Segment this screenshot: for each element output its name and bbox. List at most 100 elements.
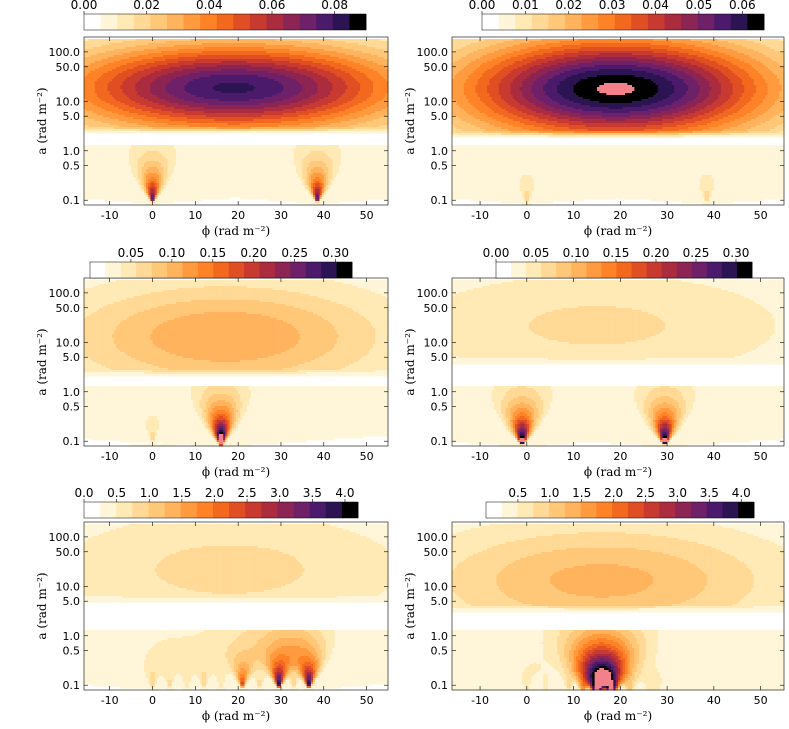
x-tick-label: 20 [231,209,245,222]
colorbar-segment [100,502,117,518]
panel-top-right: -10 0 10 20 30 40 500.10.51.05.010.050.0100.0ϕ… [403,0,785,238]
colorbar-segment [217,14,234,30]
colorbar-segment [698,14,715,30]
x-axis-label: ϕ (rad m⁻²) [584,465,652,479]
y-tick-label: 100.0 [417,46,449,59]
colorbar-segment [571,262,586,278]
colorbar-tick-label: 0.00 [469,0,496,12]
x-tick-label: 40 [707,450,721,463]
colorbar-tick-label: 0.20 [643,246,670,260]
colorbar-segment [586,262,601,278]
colorbar-segment [692,262,707,278]
colorbar-segment [198,262,214,278]
x-tick-label: 40 [707,694,721,707]
x-tick-label: -10 [471,694,489,707]
colorbar-segment [722,502,738,518]
colorbar-tick-label: 0.04 [196,0,223,12]
x-tick-label: 0 [523,209,530,222]
colorbar-segment [632,262,647,278]
x-tick-label: 0 [149,209,156,222]
colorbar-tick-label: 0.02 [555,0,582,12]
colorbar-segment [326,502,343,518]
colorbar-segment [648,14,665,30]
colorbar-segment [548,14,565,30]
colorbar-segment [681,14,698,30]
colorbar-segment [266,14,283,30]
colorbar-segment [213,502,230,518]
colorbar-segment [616,262,631,278]
x-tick-label: -10 [471,209,489,222]
colorbar-tick-label: 0.30 [723,246,750,260]
colorbar-segment [182,262,198,278]
y-tick-label: 0.1 [431,679,449,692]
panel-bottom-right: -10 0 10 20 30 40 500.10.51.05.010.050.0100.0ϕ… [403,486,785,723]
heatmap [84,39,389,206]
colorbar-tick-label: 0.10 [563,246,590,260]
x-tick-label: 10 [567,209,581,222]
x-axis-label: ϕ (rad m⁻²) [202,709,270,723]
colorbar-segment [148,502,165,518]
x-tick-label: 0 [523,450,530,463]
colorbar-tick-label: 1.0 [140,486,159,500]
colorbar-segment [167,14,184,30]
x-tick-label: -10 [471,450,489,463]
colorbar-segment [165,502,182,518]
x-tick-label: 30 [660,209,674,222]
colorbar-tick-label: 4.0 [335,486,354,500]
x-tick-label: 0 [149,450,156,463]
x-tick-label: 40 [317,209,331,222]
colorbar-tick-label: 4.0 [732,486,751,500]
colorbar-segment [596,502,612,518]
colorbar-segment [152,262,168,278]
colorbar-segment [565,14,582,30]
y-axis-label: a (rad m⁻²) [35,328,49,395]
y-tick-label: 5.0 [431,110,449,123]
colorbar-segment [511,262,526,278]
x-tick-label: 20 [613,450,627,463]
colorbar-tick-label: 0.06 [729,0,756,12]
y-tick-label: 0.5 [63,401,81,414]
x-tick-label: -10 [101,694,119,707]
colorbar-segment [134,14,151,30]
colorbar-tick-label: 0.08 [321,0,348,12]
y-tick-label: 100.0 [49,287,81,300]
colorbar-tick-label: 0.25 [683,246,710,260]
x-tick-label: 20 [613,209,627,222]
colorbar-tick-label: 0.25 [281,246,308,260]
x-tick-label: 50 [754,694,768,707]
y-tick-label: 100.0 [417,287,449,300]
y-tick-label: 10.0 [56,95,81,108]
colorbar-tick-label: 2.0 [205,486,224,500]
colorbar-segment [549,502,565,518]
colorbar-segment [482,14,499,30]
y-tick-label: 0.1 [63,194,81,207]
colorbar-segment [738,502,754,518]
colorbar-segment [333,14,350,30]
colorbar-segment [244,262,260,278]
figure: -10 0 10 20 30 40 500.10.51.05.010.050.0100.0ϕ… [0,0,789,729]
y-tick-label: 5.0 [431,351,449,364]
x-tick-label: 20 [613,694,627,707]
y-axis-label: a (rad m⁻²) [35,572,49,639]
colorbar-tick-label: 0.05 [118,246,145,260]
y-axis-label: a (rad m⁻²) [403,328,417,395]
colorbar-segment [598,14,615,30]
colorbar-segment [275,262,291,278]
colorbar-segment [260,262,276,278]
colorbar-segment [499,14,516,30]
colorbar-segment [132,502,149,518]
colorbar-tick-label: 3.5 [303,486,322,500]
x-tick-label: 50 [360,450,374,463]
y-tick-label: 0.5 [63,645,81,658]
colorbar-tick-label: 2.5 [636,486,655,500]
colorbar: 0.00 0.02 0.04 0.06 0.08 [71,0,367,30]
colorbar-tick-label: 0.05 [523,246,550,260]
x-axis-label: ϕ (rad m⁻²) [202,224,270,238]
colorbar-segment [84,14,101,30]
colorbar-segment [233,14,250,30]
colorbar-segment [496,262,511,278]
colorbar-segment [677,262,692,278]
x-tick-label: 10 [188,450,202,463]
colorbar-tick-label: 1.5 [172,486,191,500]
colorbar-segment [290,262,306,278]
